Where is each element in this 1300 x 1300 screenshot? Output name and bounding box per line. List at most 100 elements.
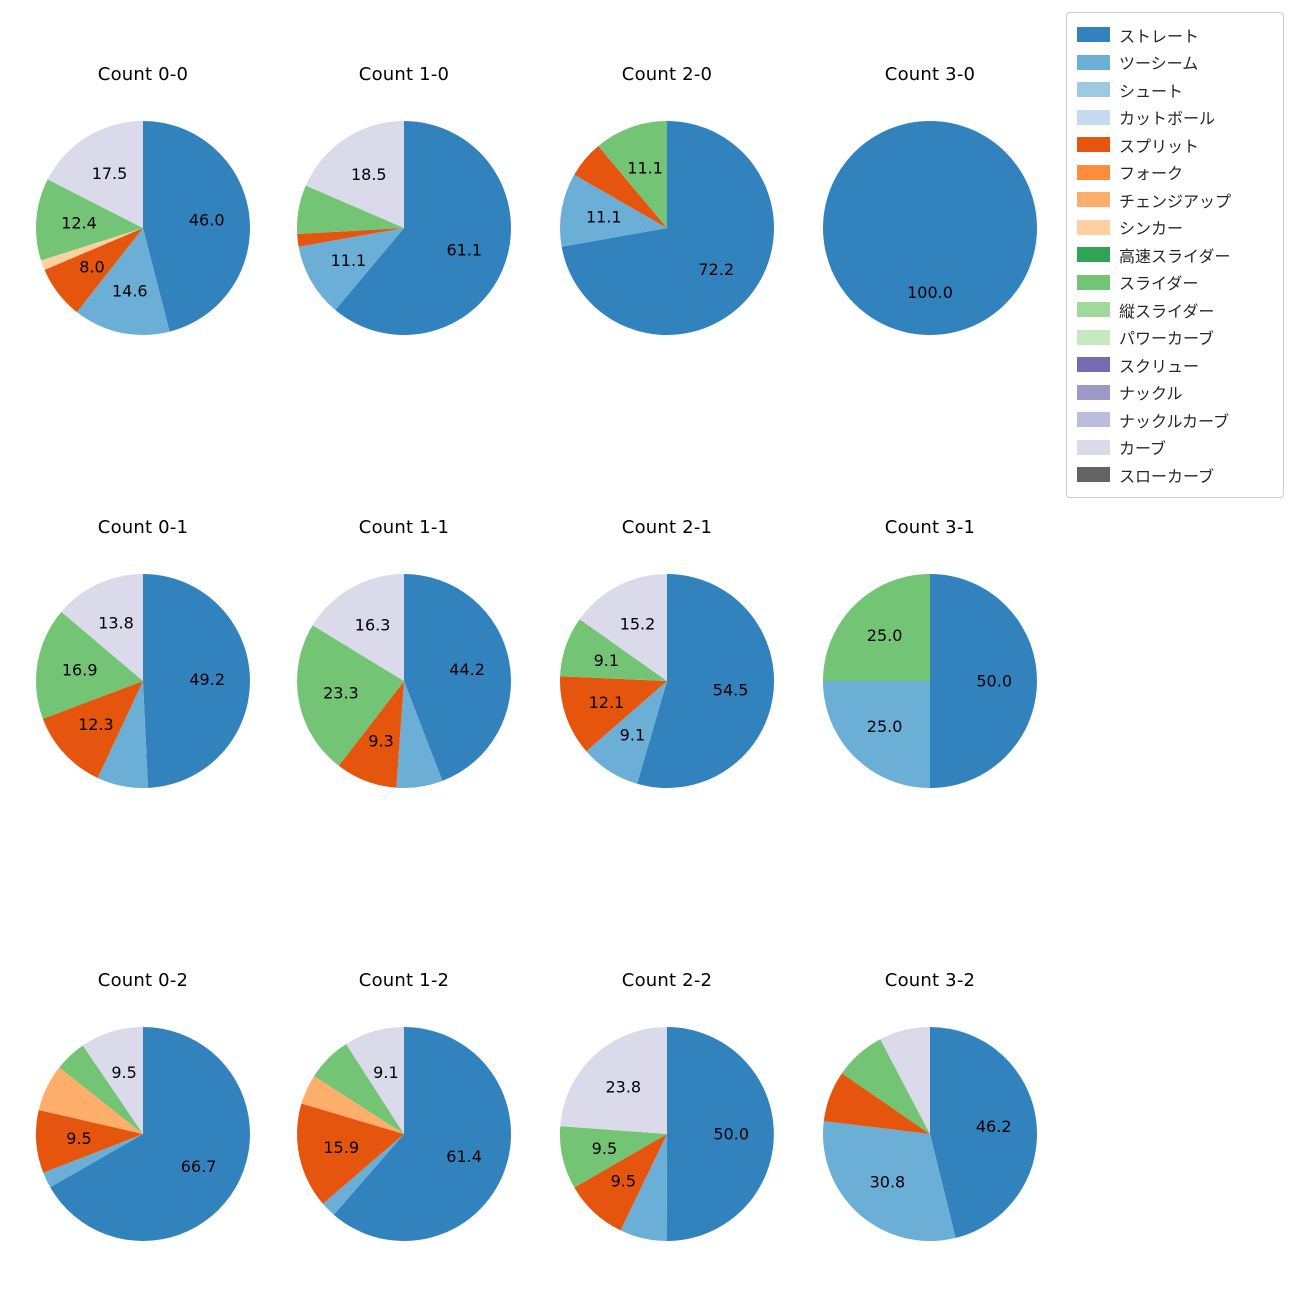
- pie-slice-スライダー: [296, 185, 404, 235]
- pct-label: 16.3: [355, 616, 391, 635]
- chart-title: Count 1-2: [358, 969, 450, 991]
- pie-slice-ストレート: [666, 1027, 774, 1242]
- legend-swatch: [1077, 384, 1110, 400]
- pie-slice-カーブ: [579, 574, 667, 681]
- pct-label: 18.5: [351, 165, 387, 184]
- pct-label: 17.5: [92, 164, 128, 183]
- legend-item: ツーシーム: [1077, 49, 1273, 77]
- pct-label: 15.9: [323, 1138, 359, 1157]
- pct-label: 61.4: [446, 1147, 482, 1166]
- legend-label: チェンジアップ: [1119, 191, 1232, 211]
- pct-label: 12.1: [589, 693, 625, 712]
- pct-label: 23.8: [605, 1078, 641, 1097]
- pie-slice-ストレート: [143, 574, 250, 788]
- chart-title: Count 3-1: [884, 516, 976, 538]
- pie-svg: 72.2 11.1 11.1: [559, 121, 774, 335]
- legend-label: シュート: [1119, 81, 1184, 101]
- legend-item: ストレート: [1077, 21, 1273, 49]
- legend-item: カーブ: [1077, 434, 1273, 462]
- pie-svg: 61.4 15.9 9.1: [297, 1027, 512, 1241]
- legend-swatch: [1077, 109, 1110, 125]
- pct-label: 25.0: [867, 717, 903, 736]
- pct-label: 44.2: [449, 660, 485, 679]
- pie-slice-カーブ: [82, 1027, 143, 1134]
- pie-slice-スプリット: [36, 1110, 143, 1173]
- pie-slice-ストレート: [50, 1027, 250, 1241]
- pie-slice-カーブ: [560, 1027, 667, 1134]
- pie-svg: 46.0 14.6 8.0 12.4 17.5: [35, 121, 251, 336]
- pie-chart-count-3-1: Count 3-1 50.0 25.0 25.0: [800, 503, 1060, 815]
- pie-chart-count-1-0: Count 1-0 61.1 11.1 18.5: [274, 50, 534, 362]
- pct-label: 72.2: [698, 260, 734, 279]
- pct-label: 30.8: [870, 1173, 906, 1192]
- pie-slice-ツーシーム: [396, 681, 443, 788]
- pie-slice-スプリット: [338, 681, 404, 788]
- pie-slice-スライダー: [35, 179, 143, 261]
- legend-label: ナックルカーブ: [1119, 411, 1230, 431]
- pie-slice-スライダー: [59, 1045, 143, 1134]
- chart-title: Count 2-2: [621, 969, 713, 991]
- pie-slice-ツーシーム: [322, 1134, 404, 1215]
- legend-item: スクリュー: [1077, 351, 1273, 379]
- legend-label: シンカー: [1119, 219, 1184, 239]
- pie-slice-ストレート: [404, 574, 512, 781]
- chart-title: Count 3-2: [884, 969, 976, 991]
- legend-swatch: [1077, 357, 1110, 373]
- pct-label: 9.1: [620, 726, 645, 745]
- pie-slice-ストレート: [561, 121, 774, 335]
- legend-label: スライダー: [1119, 274, 1199, 294]
- pct-label: 9.5: [592, 1139, 617, 1158]
- legend-swatch: [1077, 164, 1110, 180]
- pct-label: 23.3: [323, 683, 359, 702]
- legend-label: スクリュー: [1119, 356, 1200, 376]
- pie-svg: 49.2 12.3 16.9 13.8: [36, 574, 250, 788]
- pie-slice-ストレート: [930, 574, 1037, 788]
- legend-item: ナックル: [1077, 379, 1273, 407]
- pct-label: 66.7: [181, 1157, 217, 1176]
- pct-label: 14.6: [112, 281, 148, 300]
- pie-chart-count-2-1: Count 2-1 54.5 9.1 12.1 9.1 15.2: [537, 503, 797, 815]
- pct-label: 46.0: [189, 211, 225, 230]
- pie-chart-count-0-1: Count 0-1 49.2 12.3 16.9 13.8: [13, 503, 273, 815]
- legend-item: カットボール: [1077, 104, 1273, 132]
- pie-svg: 50.0 25.0 25.0: [823, 574, 1037, 788]
- legend: ストレートツーシームシュートカットボールスプリットフォークチェンジアップ シンカー…: [1066, 12, 1284, 498]
- legend-label: ナックル: [1119, 384, 1183, 404]
- legend-label: ツーシーム: [1119, 54, 1199, 74]
- legend-label: 高速スライダー: [1119, 246, 1231, 266]
- legend-label: フォーク: [1119, 164, 1184, 184]
- pie-svg: 61.1 11.1 18.5: [296, 121, 512, 335]
- pct-label: 9.1: [594, 651, 619, 670]
- pct-label: 46.2: [976, 1117, 1012, 1136]
- pct-label: 54.5: [713, 681, 749, 700]
- pie-slice-スプリット: [574, 145, 667, 228]
- pie-svg: 44.2 9.3 23.3 16.3: [296, 574, 512, 788]
- legend-item: シュート: [1077, 76, 1273, 104]
- pct-label: 8.0: [79, 258, 104, 277]
- pie-slice-ストレート: [335, 121, 512, 335]
- pct-label: 25.0: [867, 626, 903, 645]
- pie-slice-チェンジアップ: [38, 1067, 144, 1134]
- pie-slice-スプリット: [44, 228, 143, 313]
- legend-swatch: [1077, 412, 1110, 428]
- legend-swatch: [1077, 54, 1110, 70]
- legend-swatch: [1077, 329, 1110, 345]
- pie-slice-スライダー: [841, 1039, 930, 1134]
- pie-slice-スライダー: [598, 121, 667, 228]
- pie-svg: 100.0: [823, 121, 1037, 335]
- pie-svg: 50.0 9.5 9.5 23.8: [559, 1027, 774, 1242]
- legend-item: ナックルカーブ: [1077, 406, 1273, 434]
- pie-chart-count-2-2: Count 2-2 50.0 9.5 9.5 23.8: [537, 956, 797, 1268]
- legend-label: スプリット: [1119, 136, 1200, 156]
- legend-swatch: [1077, 192, 1110, 208]
- legend-item: シンカー: [1077, 214, 1273, 242]
- pie-slice-スライダー: [559, 1126, 667, 1188]
- pie-chart-count-3-0: Count 3-0 100.0: [800, 50, 1060, 362]
- pie-slice-ツーシーム: [823, 681, 930, 788]
- chart-title: Count 3-0: [884, 63, 976, 85]
- legend-swatch: [1077, 467, 1110, 483]
- pie-slice-スライダー: [296, 625, 404, 766]
- pct-label: 9.3: [368, 732, 393, 751]
- pie-slice-スプリット: [559, 676, 667, 752]
- legend-item: スライダー: [1077, 269, 1273, 297]
